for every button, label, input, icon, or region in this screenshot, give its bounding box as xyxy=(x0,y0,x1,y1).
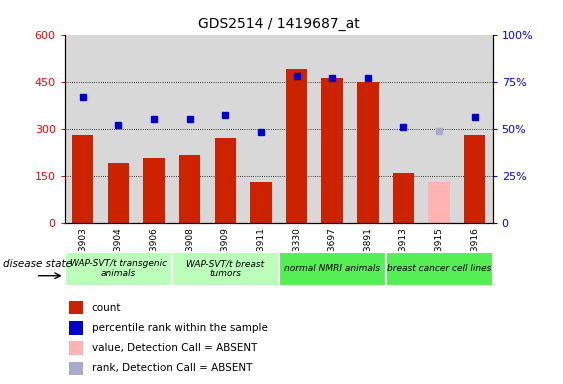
Bar xyxy=(421,35,457,223)
Bar xyxy=(69,362,83,375)
Bar xyxy=(69,301,83,314)
Bar xyxy=(350,35,386,223)
Bar xyxy=(72,135,93,223)
Text: value, Detection Call = ABSENT: value, Detection Call = ABSENT xyxy=(92,343,257,353)
Bar xyxy=(393,172,414,223)
Bar xyxy=(172,35,207,223)
Text: percentile rank within the sample: percentile rank within the sample xyxy=(92,323,267,333)
Bar xyxy=(65,35,100,223)
Bar xyxy=(357,82,378,223)
Bar xyxy=(179,155,200,223)
Bar xyxy=(215,138,236,223)
Bar xyxy=(108,163,129,223)
Bar xyxy=(172,252,279,286)
Bar xyxy=(386,35,421,223)
Bar xyxy=(314,35,350,223)
Bar xyxy=(428,182,450,223)
Text: breast cancer cell lines: breast cancer cell lines xyxy=(387,264,491,273)
Bar xyxy=(321,78,343,223)
Bar xyxy=(69,321,83,334)
Bar xyxy=(69,341,83,355)
Bar xyxy=(386,252,493,286)
Text: normal NMRI animals: normal NMRI animals xyxy=(284,264,380,273)
Text: rank, Detection Call = ABSENT: rank, Detection Call = ABSENT xyxy=(92,363,252,373)
Bar xyxy=(136,35,172,223)
Text: disease state: disease state xyxy=(3,258,72,269)
Bar xyxy=(279,252,386,286)
Title: GDS2514 / 1419687_at: GDS2514 / 1419687_at xyxy=(198,17,360,31)
Bar xyxy=(243,35,279,223)
Bar xyxy=(279,35,314,223)
Bar xyxy=(464,135,485,223)
Bar xyxy=(457,35,493,223)
Bar xyxy=(143,159,164,223)
Bar xyxy=(65,252,172,286)
Bar xyxy=(250,182,271,223)
Bar xyxy=(286,69,307,223)
Text: WAP-SVT/t transgenic
animals: WAP-SVT/t transgenic animals xyxy=(70,259,167,278)
Text: WAP-SVT/t breast
tumors: WAP-SVT/t breast tumors xyxy=(186,259,264,278)
Text: count: count xyxy=(92,303,121,313)
Bar xyxy=(207,35,243,223)
Bar xyxy=(100,35,136,223)
